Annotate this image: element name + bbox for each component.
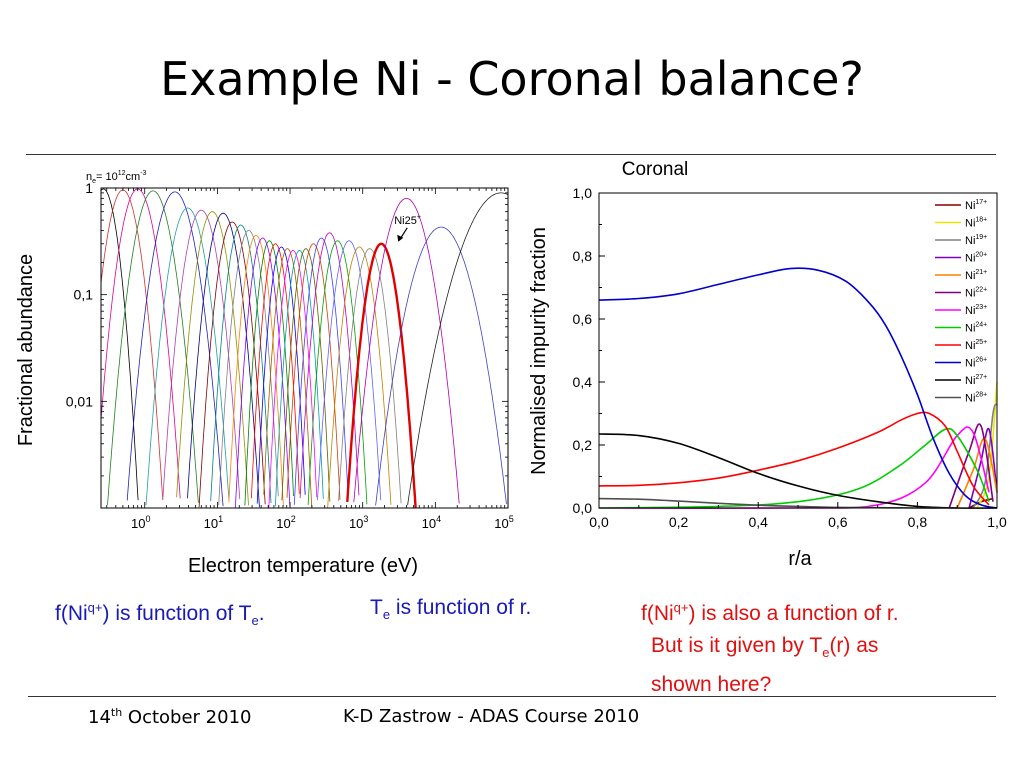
abundance-curve-17 (263, 248, 313, 508)
title-divider (26, 154, 996, 155)
x-tick-label: 0,8 (908, 514, 928, 530)
x-tick-label: 100 (131, 514, 150, 531)
left-x-axis-label: Electron temperature (eV) (188, 555, 418, 577)
x-tick-label: 105 (494, 514, 513, 531)
abundance-curve-18 (268, 249, 318, 508)
abundance-curve-19 (275, 249, 324, 507)
x-tick-label: 101 (204, 514, 223, 531)
x-tick-label: 103 (349, 514, 368, 531)
abundance-curve-31 (407, 192, 508, 506)
caption-question: f(Niq+) is also a function of r. But is … (641, 600, 899, 697)
x-tick-label: 102 (276, 514, 295, 531)
legend-label: Ni19+ (965, 234, 987, 247)
abundance-curve-30 (375, 226, 507, 506)
legend-label: Ni20+ (965, 252, 987, 265)
y-tick-label: 0,1 (74, 287, 94, 303)
series-line-ni27plus (598, 433, 998, 509)
abundance-curve-21 (286, 243, 341, 500)
x-tick-label: 1,0 (987, 514, 1007, 530)
series-line-ni26plus (598, 267, 998, 509)
abundance-curve-23 (299, 232, 360, 499)
abundance-curve-0 (101, 188, 139, 501)
y-tick-label: 0,8 (573, 248, 593, 264)
abundance-curve-6 (162, 209, 241, 500)
abundance-curve-15 (251, 243, 300, 499)
abundance-curve-9 (198, 221, 266, 508)
abundance-curve-14 (244, 240, 294, 506)
legend-label: Ni18+ (965, 217, 987, 230)
abundance-curve-29 (353, 197, 460, 504)
abundance-curve-25 (317, 240, 382, 501)
abundance-curve-26 (327, 246, 392, 508)
abundance-curve-22 (293, 237, 349, 505)
x-tick-label: 104 (422, 514, 441, 531)
y-tick-label: 1,0 (573, 185, 593, 201)
abundance-curve-24 (307, 240, 368, 506)
abundance-curve-16 (256, 246, 306, 504)
abundance-curve-12 (228, 235, 284, 507)
legend-label: Ni27+ (965, 374, 987, 387)
abundance-curve-5 (145, 207, 230, 506)
legend-label: Ni25+ (965, 339, 987, 352)
y-tick-label: 0,01 (66, 393, 93, 409)
abundance-curve-8 (187, 212, 260, 508)
abundance-curve-10 (210, 224, 272, 504)
right-chart-title: Coronal (622, 159, 689, 180)
y-tick-label: 0,6 (573, 311, 593, 327)
coronal-impurity-chart: Coronal 0,0 0,2 0,4 0,6 0,8 1,0 0,0 0,2 0,4 0,6 0,… (528, 159, 1007, 570)
abundance-curve-4 (126, 191, 224, 507)
abundance-curve-2 (101, 188, 181, 499)
legend-label: Ni23+ (965, 304, 987, 317)
density-label: ne= 1012cm-3 (86, 170, 147, 185)
ni25-annotation: Ni25+ (394, 214, 421, 227)
left-y-axis-label: Fractional abundance (15, 254, 37, 446)
legend-label: Ni28+ (965, 392, 987, 405)
legend-label: Ni21+ (965, 269, 987, 282)
x-tick-label: 0,4 (748, 514, 768, 530)
x-tick-label: 0,0 (589, 514, 609, 530)
series-line-ni19plus (972, 403, 998, 509)
legend: Ni17+ Ni18+ Ni19+ Ni20+ Ni21+ Ni22+ Ni23+ Ni24+… (935, 199, 987, 405)
abundance-curve-7 (176, 211, 249, 506)
footer-divider (28, 696, 996, 697)
y-tick-label: 0,2 (573, 437, 593, 453)
series-line-ni22plus (948, 423, 994, 509)
right-x-axis-label: r/a (788, 548, 812, 570)
y-tick-label: 0,4 (573, 374, 593, 390)
caption-function-of-te: f(Niq+) is function of Te. (55, 600, 265, 629)
legend-label: Ni17+ (965, 199, 987, 212)
left-plot-frame (100, 187, 509, 509)
abundance-curve-20 (281, 248, 331, 502)
footer-date: 14th October 2010 (88, 706, 252, 728)
series-line-ni21plus (956, 437, 998, 509)
legend-label: Ni24+ (965, 322, 987, 335)
y-tick-label: 0,0 (573, 500, 593, 516)
abundance-curve-11 (218, 230, 279, 506)
abundance-curve-13 (235, 237, 291, 508)
abundance-curve-28 (346, 242, 417, 508)
footer-course: K-D Zastrow - ADAS Course 2010 (343, 706, 640, 727)
caption-te-function-of-r: Te is function of r. (370, 596, 532, 623)
annotation-arrowhead (397, 234, 404, 242)
series-line-ni25plus (598, 411, 990, 506)
abundance-curve-1 (101, 189, 164, 501)
series-line-ni24plus (598, 427, 990, 509)
legend-label: Ni22+ (965, 287, 987, 300)
right-y-axis-label: Normalised impurity fraction (528, 227, 550, 475)
abundance-curve-3 (107, 190, 199, 505)
legend-label: Ni26+ (965, 357, 987, 370)
abundance-curve-27 (338, 248, 402, 504)
x-tick-label: 0,6 (828, 514, 848, 530)
x-tick-label: 0,2 (669, 514, 689, 530)
y-tick-label: 1 (85, 180, 93, 196)
slide-title: Example Ni - Coronal balance? (160, 52, 864, 106)
